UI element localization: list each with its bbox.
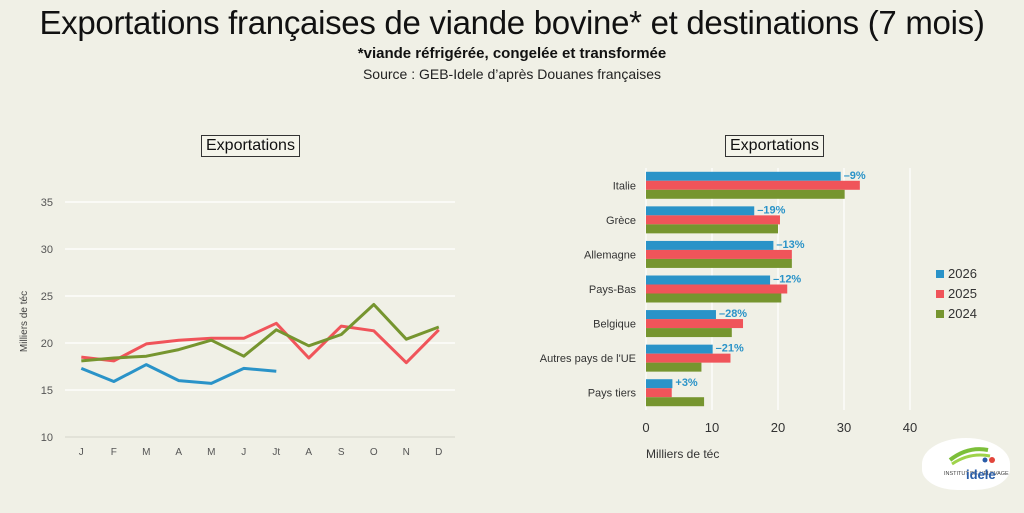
bar-2026 — [646, 310, 716, 320]
x-tick-label: S — [338, 447, 345, 458]
bar-2025 — [646, 180, 860, 190]
change-annotation: +3% — [675, 377, 698, 389]
x-tick-label: J — [241, 447, 246, 458]
category-label: Allemagne — [584, 249, 636, 261]
bar-2024 — [646, 189, 845, 199]
bar-2026 — [646, 171, 841, 181]
category-label: Pays-Bas — [589, 284, 637, 296]
x-tick-label: Jt — [272, 447, 280, 458]
bar-chart: 0 10 20 30 40 Milliers de téc Italie –9% Grèce –1… — [540, 168, 977, 460]
category-label: Autres pays de l'UE — [540, 353, 636, 365]
bar-2025 — [646, 215, 780, 225]
bar-2025 — [646, 319, 744, 329]
page-title: Exportations françaises de viande bovine… — [39, 4, 985, 41]
bar-2026 — [646, 379, 673, 389]
legend-swatch-2025 — [936, 290, 944, 298]
page-subtitle: *viande réfrigérée, congelée et transfor… — [357, 45, 667, 62]
x-tick-label: N — [403, 447, 410, 458]
y-tick-label: 10 — [41, 432, 53, 444]
legend-label: 2024 — [948, 306, 977, 321]
legend-label: 2025 — [948, 286, 977, 301]
x-tick-label: F — [111, 447, 117, 458]
change-annotation: –13% — [776, 239, 804, 251]
change-annotation: –19% — [757, 204, 785, 216]
category-label: Italie — [613, 180, 636, 192]
line-chart-title: Exportations — [201, 135, 300, 157]
bar-2024 — [646, 362, 702, 372]
change-annotation: –28% — [719, 308, 747, 320]
series-line-s2026 — [80, 363, 277, 385]
bar-2024 — [646, 328, 732, 338]
category-label: Pays tiers — [588, 388, 637, 400]
x-tick-label: A — [175, 447, 182, 458]
source-note: Source : GEB-Idele d’après Douanes franç… — [362, 66, 662, 82]
legend-swatch-2024 — [936, 310, 944, 318]
line-chart: 10 15 20 25 30 35 J F M A M J Jt A S O N D Milliers de téc — [19, 197, 455, 458]
y-axis-label: Milliers de téc — [19, 291, 30, 352]
change-annotation: –9% — [844, 170, 866, 182]
logo-text-brand: idele — [966, 467, 996, 482]
bar-2025 — [646, 388, 672, 398]
bar-2026 — [646, 206, 755, 216]
bar-2024 — [646, 258, 792, 268]
x-tick-label: M — [142, 447, 150, 458]
x-tick-label: D — [435, 447, 442, 458]
x-tick-label: 10 — [705, 420, 719, 435]
bar-2024 — [646, 397, 705, 407]
category-label: Belgique — [593, 319, 636, 331]
x-tick-label: 20 — [771, 420, 785, 435]
x-tick-label: 30 — [837, 420, 851, 435]
bar-2026 — [646, 275, 771, 285]
bar-2026 — [646, 240, 774, 250]
change-annotation: –21% — [716, 343, 744, 355]
y-tick-label: 15 — [41, 385, 53, 397]
x-tick-label: M — [207, 447, 215, 458]
y-tick-label: 30 — [41, 244, 53, 256]
logo-text-top: INSTITUT DE L'ÉLEVAGE — [944, 470, 1009, 477]
x-tick-label: O — [370, 447, 378, 458]
x-tick-label: J — [79, 447, 84, 458]
x-tick-label: A — [305, 447, 312, 458]
legend-label: 2026 — [948, 266, 977, 281]
bar-2025 — [646, 284, 788, 294]
bar-2024 — [646, 224, 778, 234]
series-line-s2024 — [81, 303, 440, 363]
x-tick-label: 0 — [642, 420, 649, 435]
x-tick-label: 40 — [903, 420, 917, 435]
idele-logo: INSTITUT DE L'ÉLEVAGE idele — [922, 438, 1010, 490]
bar-2026 — [646, 344, 713, 354]
change-annotation: –12% — [773, 274, 801, 286]
bar-2025 — [646, 353, 731, 363]
x-axis-label: Milliers de téc — [646, 447, 719, 460]
legend-swatch-2026 — [936, 270, 944, 278]
series-line-s2025 — [81, 321, 440, 365]
idele-logo-mark: INSTITUT DE L'ÉLEVAGE idele — [944, 447, 1009, 482]
bar-2025 — [646, 249, 792, 259]
y-tick-label: 35 — [41, 197, 53, 209]
y-tick-label: 20 — [41, 338, 53, 350]
category-label: Grèce — [606, 215, 636, 227]
bar-2024 — [646, 293, 782, 303]
y-tick-label: 25 — [41, 291, 53, 303]
bar-chart-title: Exportations — [725, 135, 824, 157]
